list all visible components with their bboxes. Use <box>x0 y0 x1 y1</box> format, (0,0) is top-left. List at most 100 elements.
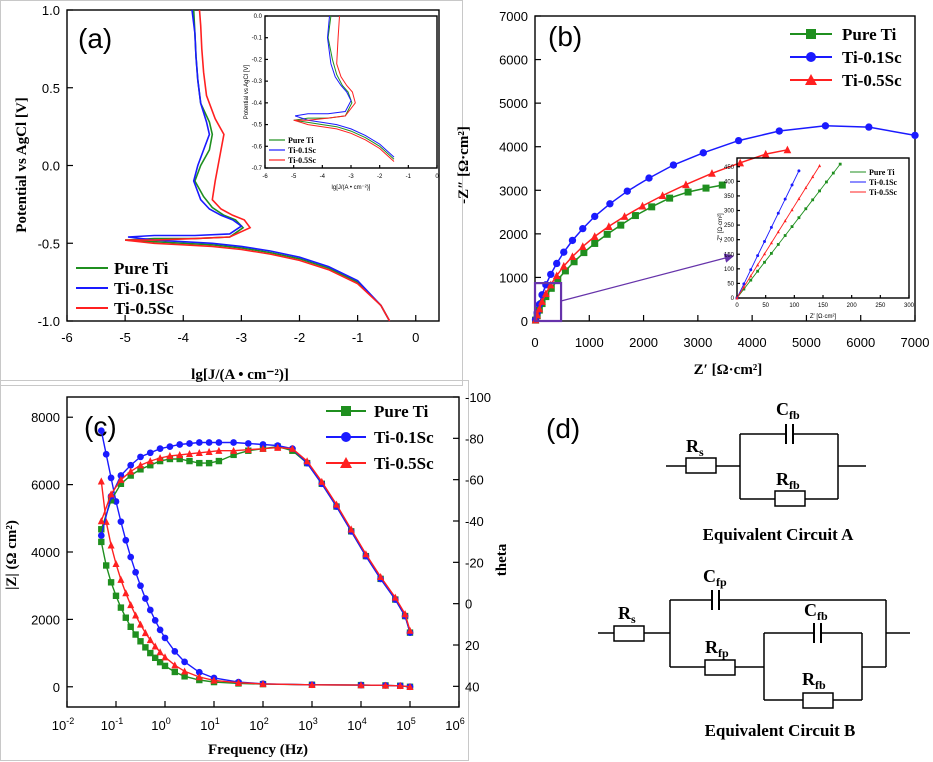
circuit-b-cfb-label: Cfb <box>804 600 828 623</box>
nyquist-point-ti-05sc <box>552 271 561 280</box>
inset-nyquist-point-pure-ti <box>804 207 808 211</box>
nyquist-point-ti-01sc <box>606 200 614 208</box>
nyquist-point-ti-05sc <box>559 261 568 270</box>
a-xtick-label: -3 <box>236 330 248 345</box>
circuit-a-rs-label: Rs <box>686 436 704 459</box>
c-xtick-label: 102 <box>249 716 268 733</box>
b-ytick-label: 6000 <box>499 53 528 68</box>
c-xtick-label: 100 <box>151 716 170 733</box>
nyquist-point-pure-ti <box>617 221 625 229</box>
bode-modulus-point-ti-01sc <box>146 606 154 614</box>
panel-d-label: (d) <box>546 413 580 444</box>
bode-phase-point-ti-05sc <box>205 447 213 455</box>
bi-ytick-label: 50 <box>727 281 734 287</box>
bode-modulus-point-ti-05sc <box>396 681 404 689</box>
inset-nyquist-line-ti-01sc <box>736 170 800 299</box>
inset-nyquist-point-ti-05sc <box>804 186 808 190</box>
nyquist-point-ti-05sc <box>568 252 577 261</box>
nyquist-point-ti-05sc <box>682 180 690 189</box>
panel-a: (a) -6 -5 -4 -3 -2 -1 0 -1.0 -0.5 0.0 0.5 1.0 lg[J… <box>14 3 440 383</box>
a-xtick-label: -1 <box>352 330 364 345</box>
panel-a-xlabel: lg[J/(A • cm⁻²)] <box>191 367 289 383</box>
bode-phase-point-ti-05sc <box>127 467 135 475</box>
c-xtick-label: 104 <box>347 716 366 733</box>
b-xtick-label: 2000 <box>629 335 658 350</box>
c-xtick-label: 103 <box>298 716 317 733</box>
b-xtick-label: 0 <box>531 335 538 350</box>
bode-phase-point-ti-05sc <box>406 626 414 634</box>
inset-nyquist-point-ti-01sc <box>783 197 787 201</box>
inset-nyquist-point-pure-ti <box>742 287 746 291</box>
bode-phase-point-ti-05sc <box>244 445 252 453</box>
bode-modulus-point-ti-05sc <box>210 676 218 684</box>
circuit-b-rfp-resistor <box>704 659 736 676</box>
bode-modulus-point-ti-01sc <box>97 427 105 435</box>
a-xtick-label: -5 <box>119 330 131 345</box>
nyquist-point-ti-05sc <box>638 201 647 210</box>
nyquist-point-ti-05sc <box>658 191 667 200</box>
b-ytick-label: 2000 <box>499 227 528 242</box>
inset-nyquist-point-ti-05sc <box>756 263 760 267</box>
bode-phase-point-pure-ti <box>186 457 193 465</box>
panel-a-label: (a) <box>78 23 112 54</box>
bode-phase-point-ti-01sc <box>176 441 184 448</box>
nyquist-point-pure-ti <box>591 239 599 247</box>
bode-phase-point-pure-ti <box>196 459 203 467</box>
inset-nyquist-point-ti-01sc <box>797 169 801 173</box>
a-xtick-label: -6 <box>61 330 73 345</box>
nyquist-point-ti-05sc <box>736 158 745 167</box>
bode-modulus-point-ti-01sc <box>117 518 125 526</box>
bode-phase-point-pure-ti <box>230 451 237 459</box>
nyquist-point-ti-01sc <box>579 224 587 233</box>
bode-phase-point-ti-05sc <box>107 490 115 498</box>
nyquist-point-ti-01sc <box>699 149 707 157</box>
bode-phase-point-ti-05sc <box>97 517 105 525</box>
legend-a-ti-01sc: Ti-0.1Sc <box>114 279 174 298</box>
inset-nyquist-point-ti-01sc <box>769 225 773 229</box>
ai-xtick-label: -6 <box>262 174 268 180</box>
a-xtick-label: 0 <box>412 330 419 345</box>
a-xtick-label: -2 <box>294 330 306 345</box>
nyquist-point-ti-01sc <box>591 212 599 221</box>
bode-phase-point-ti-01sc <box>117 472 125 479</box>
bode-modulus-point-ti-05sc <box>357 681 365 689</box>
bode-modulus-point-ti-05sc <box>122 589 130 597</box>
c-ytick-label: 2000 <box>31 612 60 627</box>
inset-nyquist-point-ti-01sc <box>776 211 780 215</box>
nyquist-point-pure-ti <box>666 194 674 202</box>
bode-phase-point-ti-05sc <box>185 449 194 458</box>
panel-c: (c) 10-2 10-1 100 101 102 103 104 105 106 0 2000 4… <box>4 390 510 758</box>
legend-c-pure-ti: Pure Ti <box>374 402 429 421</box>
legend-c-ti-01sc: Ti-0.1Sc <box>374 428 434 447</box>
bode-modulus-point-ti-01sc <box>102 450 110 458</box>
bode-modulus-point-pure-ti <box>122 614 129 621</box>
bode-phase-point-ti-01sc <box>205 439 213 446</box>
ai-xtick-label: -1 <box>406 174 412 180</box>
bode-modulus-point-ti-05sc <box>151 642 159 650</box>
panel-c-ylabel: |Z| (Ω cm²) <box>4 520 20 590</box>
bode-phase-point-ti-05sc <box>377 572 385 580</box>
circuit-b-rs-resistor <box>613 625 645 642</box>
bode-modulus-point-pure-ti <box>127 623 134 631</box>
inset-nyquist-point-ti-05sc <box>776 230 780 234</box>
bode-phase-point-ti-05sc <box>136 461 145 469</box>
circuit-a-rfb-resistor <box>774 490 806 507</box>
inset-b-xlabel: Z′ [Ω·cm²] <box>810 314 837 320</box>
ai-ytick-label: -0.6 <box>252 144 263 150</box>
bode-phase-point-pure-ti <box>147 462 154 469</box>
nyquist-point-pure-ti <box>554 276 562 284</box>
legend-b-ti-01sc: Ti-0.1Sc <box>842 48 902 67</box>
bode-modulus-point-ti-01sc <box>127 553 135 561</box>
bi-ytick-label: 100 <box>724 267 735 273</box>
circuit-b-rfb-label: Rfb <box>802 669 826 692</box>
nyquist-point-ti-01sc <box>734 136 743 145</box>
bi-ytick-label: 150 <box>724 252 735 258</box>
bi-ytick-label: 350 <box>724 194 735 200</box>
bode-modulus-point-ti-05sc <box>406 682 414 690</box>
bode-phase-point-pure-ti <box>127 472 134 479</box>
bi-xtick-label: 150 <box>818 303 829 309</box>
nyquist-point-pure-ti <box>648 203 656 211</box>
bode-phase-point-pure-ti <box>205 459 213 467</box>
bode-phase-point-ti-01sc <box>195 439 203 446</box>
bi-ytick-label: 250 <box>724 223 735 229</box>
